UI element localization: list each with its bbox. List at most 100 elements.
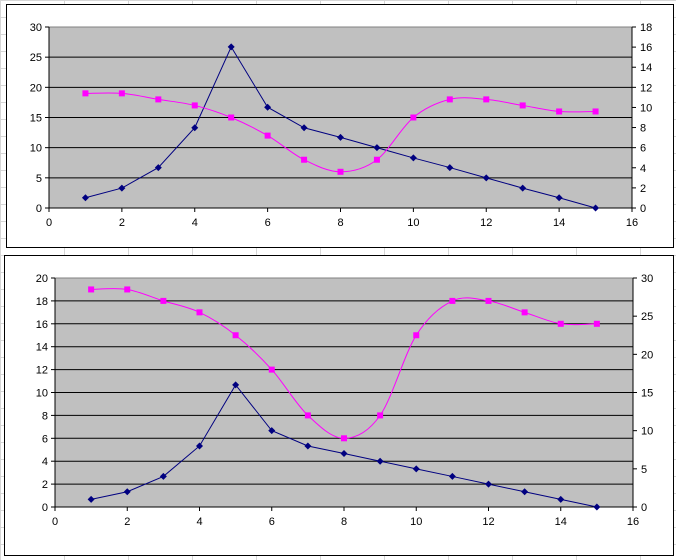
y2-tick-label: 15 [641,388,653,400]
data-point [593,320,600,327]
data-point [228,114,235,121]
data-point [557,495,565,503]
data-point [123,488,131,496]
data-point [555,194,563,202]
y-tick-label: 14 [36,342,48,354]
data-point [521,488,529,496]
data-point [304,442,312,450]
y-tick-label: 8 [42,410,48,422]
x-tick-label: 4 [192,217,198,229]
x-tick-label: 8 [337,217,343,229]
x-tick-label: 2 [124,516,130,528]
x-tick-label: 0 [52,516,58,528]
data-point [232,381,240,389]
y2-tick-label: 4 [640,163,646,175]
y-tick-label: 30 [30,22,42,34]
x-tick-label: 16 [626,217,638,229]
data-point [412,465,420,473]
x-tick-label: 4 [196,516,202,528]
data-point [159,472,167,480]
data-point [483,96,490,103]
y2-tick-label: 18 [640,22,652,34]
data-point [268,427,276,435]
y-tick-label: 25 [30,52,42,64]
chart-bottom: 0 2 4 6 8 10 12 14 16 18 20 0 5 10 15 20 25 30 0 2 4 6 8 10 12 14… [4,255,674,556]
y-tick-label: 16 [36,319,48,331]
data-point [155,96,162,103]
data-point [300,124,308,132]
data-point [446,164,454,172]
data-point [413,332,420,339]
data-point [448,472,456,480]
x-tick-label: 12 [480,217,492,229]
chart-top-svg: 0 5 10 15 20 25 30 0 2 4 6 8 10 12 14 16 18 0 2 4 6 8 10 12 14 16 [30,22,653,229]
data-point [196,309,203,316]
data-point [337,133,344,141]
y-tick-label: 18 [36,296,48,308]
data-point [301,156,308,163]
data-point [485,480,492,488]
data-point [410,114,417,121]
x-tick-label: 12 [482,516,494,528]
y-tick-label: 0 [42,502,48,514]
data-point [485,297,492,304]
y2-tick-label: 20 [641,349,653,361]
y-tick-label: 2 [42,479,48,491]
data-point [376,457,384,465]
x-tick-label: 10 [407,217,419,229]
data-point [341,435,347,442]
y-tick-label: 5 [36,173,42,185]
data-point [304,412,311,419]
y-tick-label: 10 [30,143,42,155]
data-point [264,132,271,139]
data-point [593,503,601,511]
y-tick-label: 4 [42,456,48,468]
data-point [519,102,526,109]
x-tick-label: 16 [627,516,639,528]
y2-tick-label: 16 [640,42,652,54]
data-point [227,43,235,51]
data-point [340,450,348,458]
y2-tick-label: 8 [640,123,646,135]
data-point [521,309,528,316]
y-tick-label: 10 [36,388,48,400]
data-point [118,184,126,192]
data-point [124,286,131,293]
data-point [557,320,564,327]
data-point [81,194,89,202]
x-tick-label: 0 [46,217,52,229]
data-point [373,144,381,152]
y2-tick-label: 0 [640,203,646,215]
y2-tick-label: 14 [640,62,652,74]
x-tick-label: 14 [553,217,565,229]
y2-tick-label: 2 [640,183,646,195]
y2-tick-label: 30 [641,273,653,285]
data-point [556,108,563,115]
y2-tick-label: 12 [640,82,652,94]
data-point [519,184,527,192]
chart-bottom-svg: 0 2 4 6 8 10 12 14 16 18 20 0 5 10 15 20 25 30 0 2 4 6 8 10 12 14… [36,273,654,528]
data-point [373,156,380,163]
data-point [449,297,456,304]
data-point [592,204,600,212]
x-tick-label: 10 [410,516,422,528]
data-point [87,495,95,503]
x-tick-label: 8 [341,516,347,528]
y-tick-label: 12 [36,365,48,377]
x-tick-label: 14 [555,516,567,528]
y2-tick-label: 6 [640,143,646,155]
chart-top: 0 5 10 15 20 25 30 0 2 4 6 8 10 12 14 16 18 0 2 4 6 8 10 12 14 16 [6,4,674,248]
data-point [446,96,453,103]
y-tick-label: 6 [42,433,48,445]
data-point [191,124,199,132]
data-point [82,90,89,97]
y2-tick-label: 0 [641,502,647,514]
y-tick-label: 0 [36,203,42,215]
y-tick-label: 20 [30,82,42,94]
data-point [232,332,239,339]
data-point [337,168,344,175]
x-tick-label: 6 [269,516,275,528]
data-point [118,90,125,97]
data-point [88,286,95,293]
data-point [160,297,167,304]
